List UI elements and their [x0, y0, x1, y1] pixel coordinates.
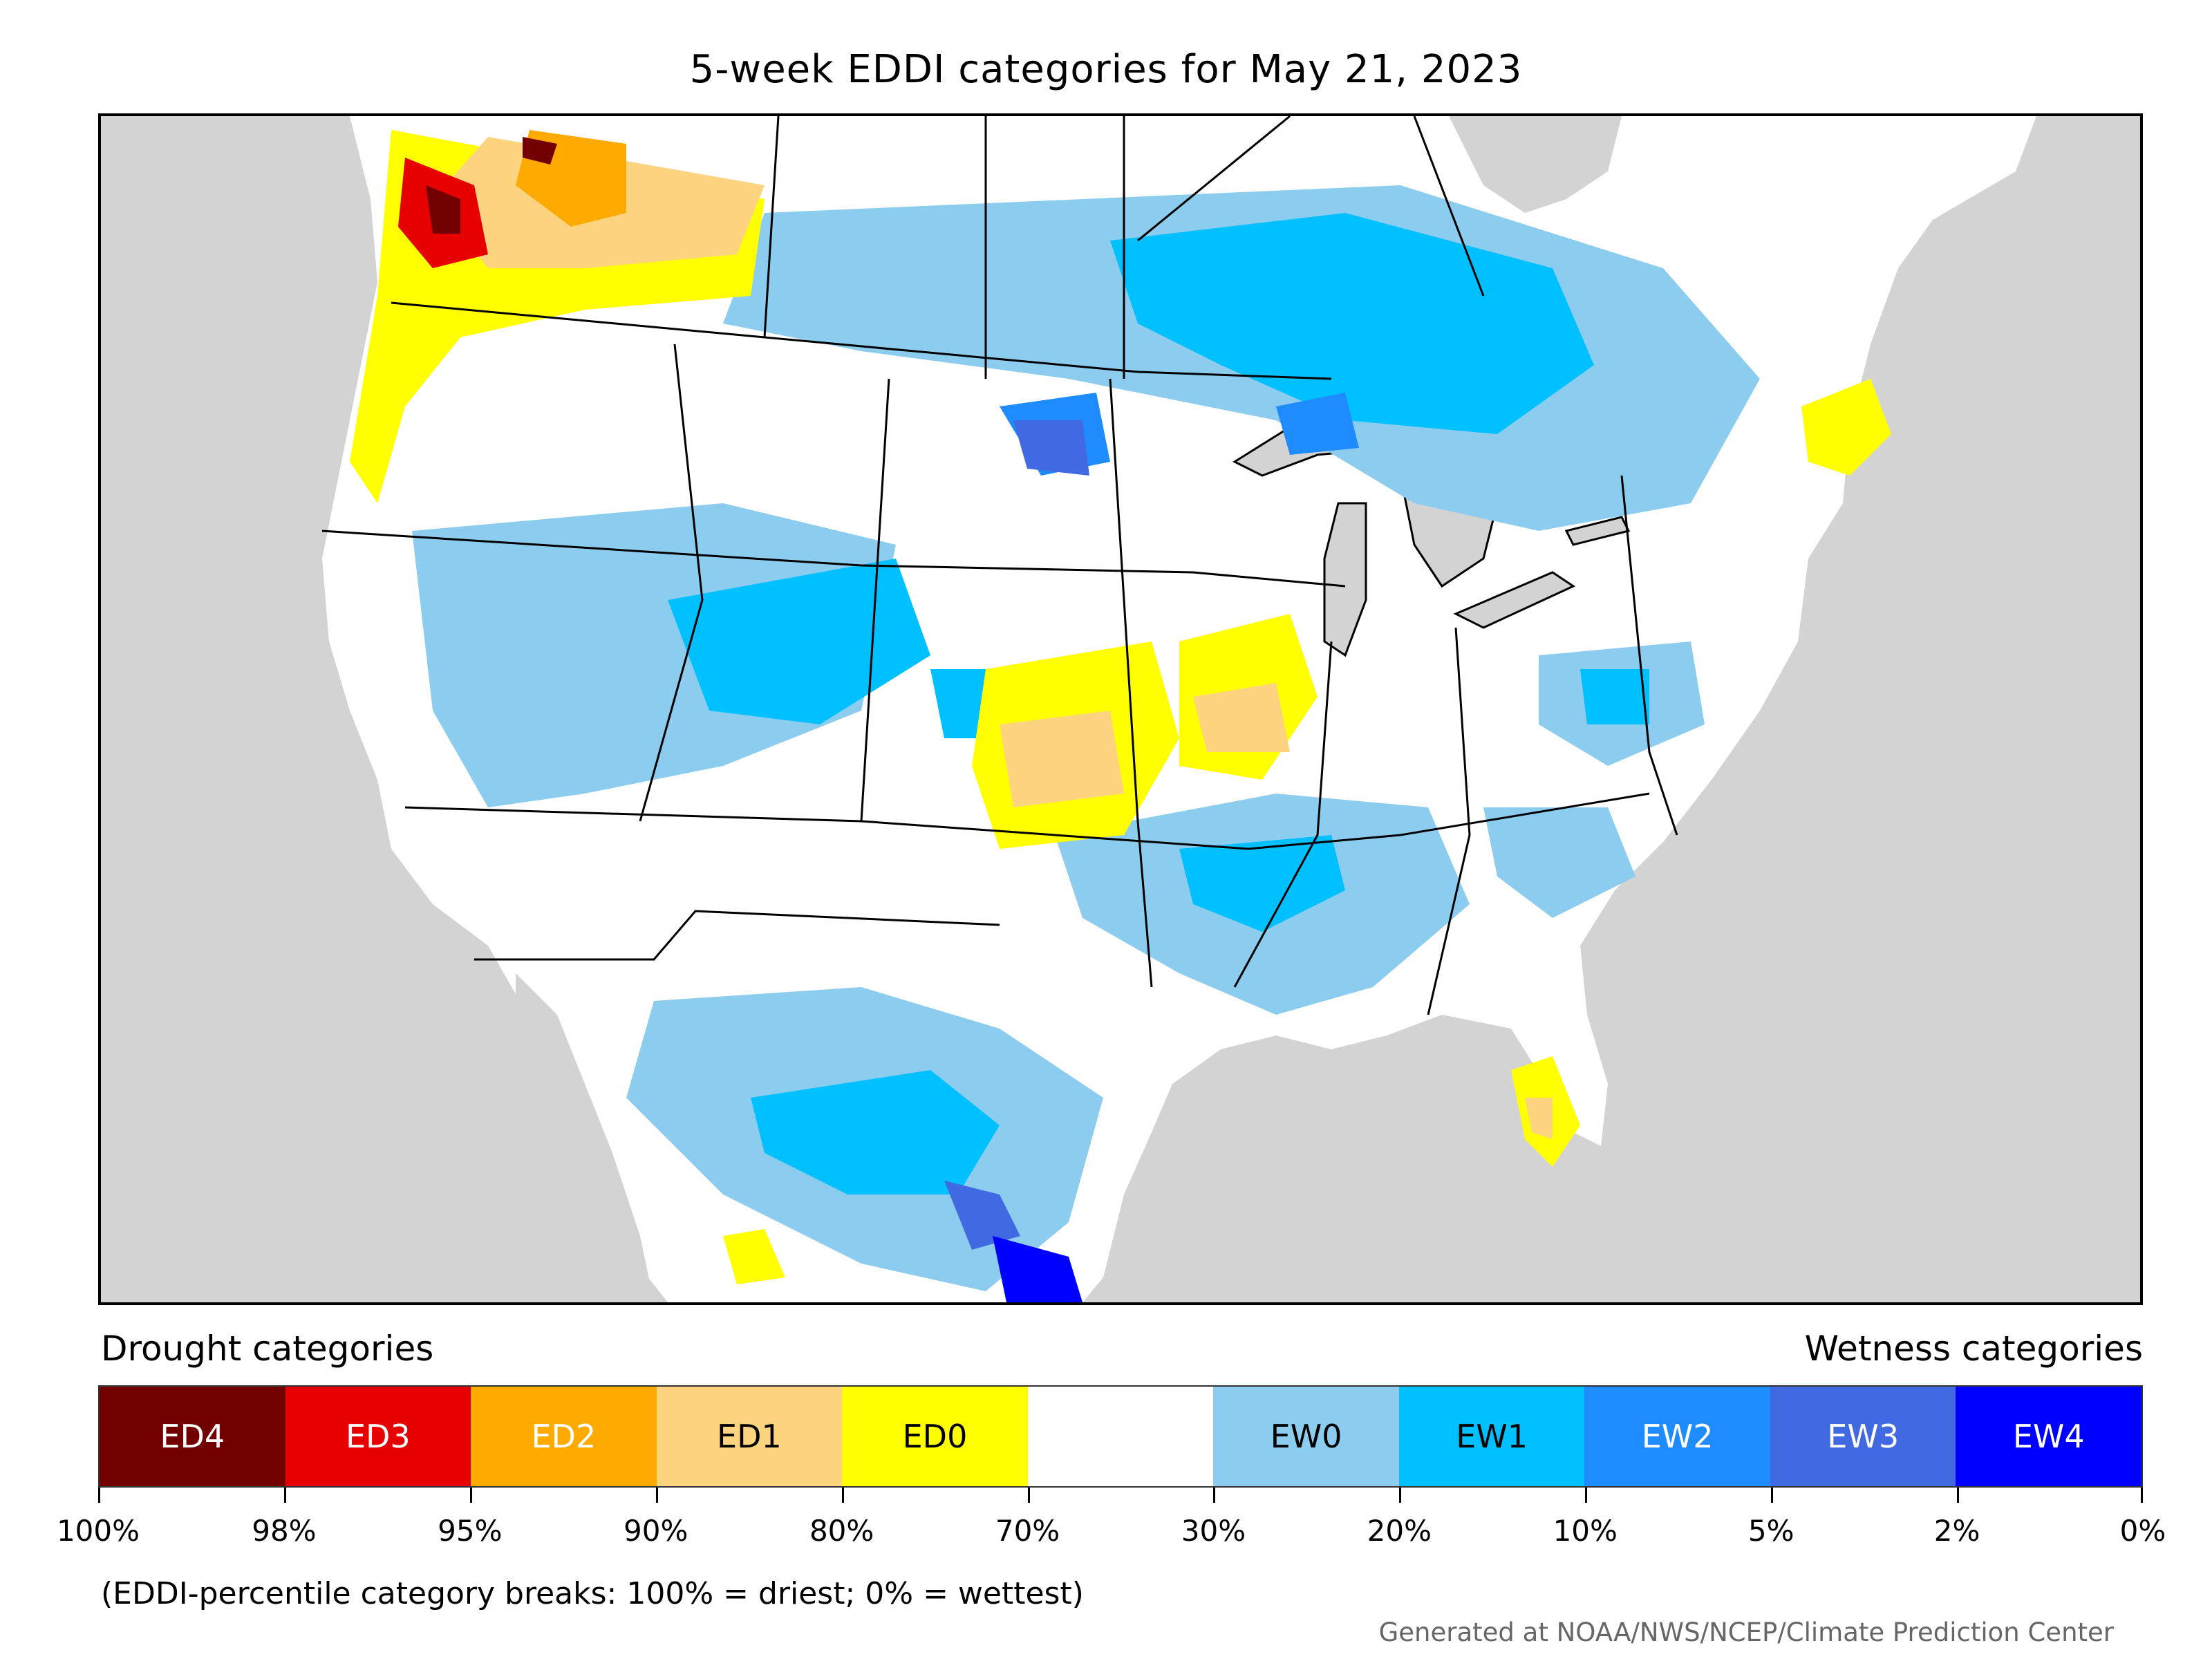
colorbar-segment-ew4: EW4 — [1956, 1387, 2142, 1486]
eddi-map — [98, 113, 2143, 1305]
colorbar-segment-ed0: ED0 — [842, 1387, 1028, 1486]
colorbar-tick-label: 10% — [1553, 1514, 1618, 1548]
colorbar-segment-ew2: EW2 — [1584, 1387, 1770, 1486]
colorbar-tick-label: 100% — [56, 1514, 140, 1548]
lake-erie — [1453, 571, 1576, 629]
ew4-region — [993, 1236, 1082, 1302]
category-breaks-note: (EDDI-percentile category breaks: 100% =… — [101, 1576, 1084, 1611]
colorbar-tick-label: 80% — [809, 1514, 874, 1548]
map-canvas — [321, 116, 2036, 1302]
ew2-ew3-regions — [944, 393, 1359, 1250]
political-boundaries — [321, 116, 1678, 1015]
colorbar-segment-neutral — [1027, 1387, 1214, 1486]
colorbar-tick-label: 90% — [624, 1514, 688, 1548]
colorbar-ticks — [98, 1488, 2143, 1504]
colorbar-tick — [283, 1488, 286, 1503]
colorbar-segment-ew1: EW1 — [1398, 1387, 1585, 1486]
colorbar-segment-label: EW0 — [1270, 1418, 1342, 1455]
lake-michigan — [1323, 502, 1367, 657]
drought-categories-heading: Drought categories — [101, 1329, 434, 1369]
map-title: 5-week EDDI categories for May 21, 2023 — [689, 47, 1523, 92]
colorbar-tick — [1027, 1488, 1030, 1503]
colorbar-tick — [1213, 1488, 1216, 1503]
wetness-categories-heading: Wetness categories — [1804, 1329, 2143, 1369]
colorbar-segment-label: ED2 — [531, 1418, 597, 1455]
colorbar-segment-ed3: ED3 — [285, 1387, 471, 1486]
lake-ontario — [1564, 516, 1631, 546]
colorbar-tick-label: 20% — [1367, 1514, 1432, 1548]
colorbar-tick — [98, 1488, 100, 1503]
colorbar-segment-label: ED3 — [345, 1418, 411, 1455]
colorbar-segment-ew3: EW3 — [1770, 1387, 1956, 1486]
colorbar-segment-label: EW2 — [1641, 1418, 1714, 1455]
colorbar-tick — [841, 1488, 844, 1503]
category-colorbar: ED4 ED3 ED2 ED1 ED0 EW0 EW1 EW2 EW3 EW4 — [98, 1385, 2143, 1488]
colorbar-segment-ed2: ED2 — [471, 1387, 657, 1486]
colorbar-tick-label: 98% — [252, 1514, 317, 1548]
colorbar-segment-label: ED4 — [160, 1418, 225, 1455]
colorbar-segment-label: ED1 — [717, 1418, 782, 1455]
gulf-of-california — [516, 973, 654, 1302]
credit-line: Generated at NOAA/NWS/NCEP/Climate Predi… — [1378, 1618, 2114, 1647]
colorbar-tick — [469, 1488, 472, 1503]
hudson-bay — [1449, 116, 1622, 213]
colorbar-tick — [1585, 1488, 1588, 1503]
colorbar-tick — [2141, 1488, 2143, 1503]
colorbar-segment-ed1: ED1 — [656, 1387, 843, 1486]
colorbar-tick — [1399, 1488, 1402, 1503]
colorbar-tick-label: 2% — [1933, 1514, 1980, 1548]
colorbar-segment-label: ED0 — [902, 1418, 968, 1455]
colorbar-segment-ew0: EW0 — [1213, 1387, 1399, 1486]
colorbar-tick-label: 70% — [995, 1514, 1060, 1548]
colorbar-segment-label: EW1 — [1456, 1418, 1528, 1455]
colorbar-tick — [1957, 1488, 1960, 1503]
colorbar-segment-label: EW4 — [2012, 1418, 2085, 1455]
colorbar-segment-ed4: ED4 — [100, 1387, 285, 1486]
colorbar-tick — [655, 1488, 658, 1503]
colorbar-tick-label: 5% — [1747, 1514, 1794, 1548]
ed4-regions — [426, 137, 557, 234]
colorbar-tick-label: 95% — [438, 1514, 503, 1548]
colorbar-tick-label: 0% — [2119, 1514, 2166, 1548]
colorbar-tick-label: 30% — [1181, 1514, 1246, 1548]
colorbar-segment-label: EW3 — [1827, 1418, 1900, 1455]
colorbar-tick — [1771, 1488, 1774, 1503]
